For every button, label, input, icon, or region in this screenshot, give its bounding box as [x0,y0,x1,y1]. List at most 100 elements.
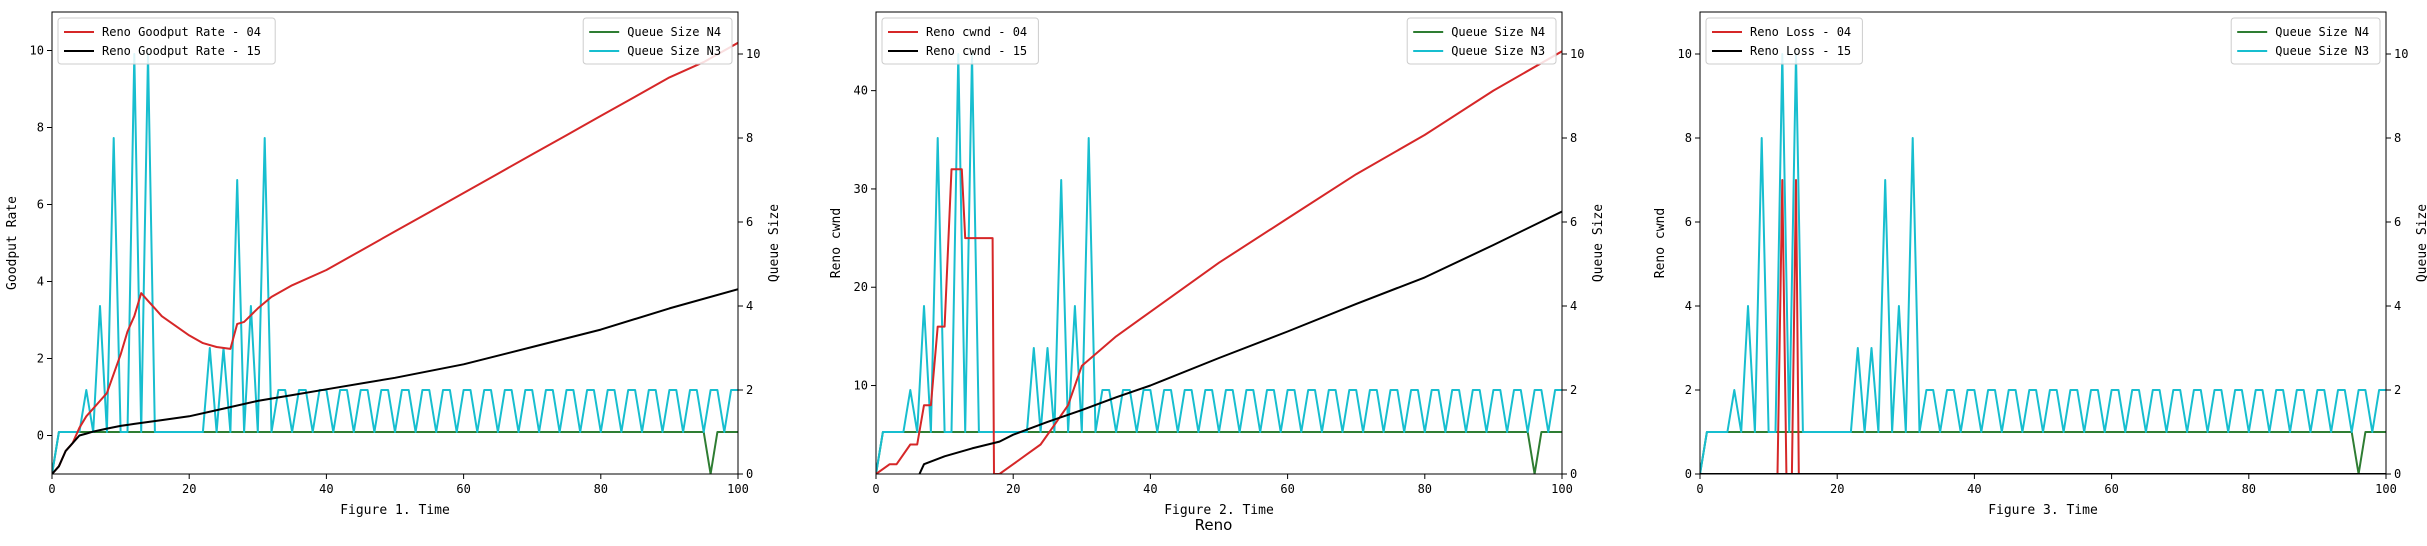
x-axis-label: Figure 2. Time [1164,503,1274,518]
x-tick-label: 80 [2242,482,2256,496]
axes-frame [51,11,739,475]
x-tick-label: 20 [1006,482,1020,496]
x-tick-label: 100 [2375,482,2397,496]
y2-tick-label: 6 [1570,215,1577,229]
series-line-queue-size-n3 [876,53,1562,474]
legend-entry: Queue Size N3 [627,44,721,58]
legend-entry: Queue Size N4 [627,25,721,39]
x-tick-label: 40 [1967,482,1981,496]
series-line-reno-goodput-rate-04 [52,41,738,474]
legend-entry: Reno Loss - 04 [1750,25,1851,39]
legend-left: Reno Goodput Rate - 04 Reno Goodput Rate … [57,17,276,65]
x-tick-label: 80 [594,482,608,496]
y2-tick-label: 0 [2394,467,2401,481]
y-tick-label: 8 [37,121,44,135]
legend-box [1705,17,1863,65]
y2-tick-label: 2 [746,383,753,397]
legend-entry: Reno Goodput Rate - 15 [102,44,261,58]
legend-right: Queue Size N4 Queue Size N3 [1406,17,1557,65]
legend-box [582,17,733,65]
y-tick-label: 8 [1685,131,1692,145]
y-tick-label: 2 [1685,383,1692,397]
legend-entry: Queue Size N3 [2275,44,2369,58]
x-axis-label: Figure 1. Time [340,503,450,518]
y2-tick-label: 4 [746,299,753,313]
legend-entry: Queue Size N4 [2275,25,2369,39]
legend-box [881,17,1039,65]
x-tick-label: 100 [1551,482,1573,496]
y2-tick-label: 8 [746,131,753,145]
y-axis-label: Goodput Rate [5,196,20,290]
x-tick-label: 40 [1143,482,1157,496]
y-tick-label: 4 [1685,299,1692,313]
x-tick-label: 20 [1830,482,1844,496]
x-tick-label: 0 [1696,482,1703,496]
y-tick-label: 10 [30,44,44,58]
legend-entry: Queue Size N4 [1451,25,1545,39]
legend-right: Queue Size N4 Queue Size N3 [2230,17,2381,65]
legend-entry: Reno Loss - 15 [1750,44,1851,58]
series-line-queue-size-n4 [52,431,738,474]
x-tick-label: 80 [1418,482,1432,496]
x-axis-label: Figure 3. Time [1988,503,2098,518]
y2-tick-label: 2 [2394,383,2401,397]
legend-box [57,17,276,65]
y-tick-label: 2 [37,352,44,366]
x-tick-label: 40 [319,482,333,496]
y2-tick-label: 2 [1570,383,1577,397]
x-tick-label: 60 [1280,482,1294,496]
legend-entry: Reno Goodput Rate - 04 [102,25,261,39]
y-tick-label: 30 [854,182,868,196]
series-line-queue-size-n4 [876,431,1562,474]
y-tick-label: 0 [37,429,44,443]
y-tick-label: 6 [1685,215,1692,229]
y2-tick-label: 10 [2394,47,2408,61]
legend-box [1406,17,1557,65]
y2-tick-label: 4 [2394,299,2401,313]
y2-tick-label: 0 [1570,467,1577,481]
y2-axis-label: Queue Size [1591,204,1606,282]
series-line-reno-cwnd-15 [918,210,1562,474]
legend-entry: Reno cwnd - 15 [926,44,1027,58]
y2-tick-label: 8 [2394,131,2401,145]
series-line-queue-size-n3 [52,53,738,474]
x-tick-label: 0 [872,482,879,496]
y2-tick-label: 10 [746,47,760,61]
legend-entry: Reno cwnd - 04 [926,25,1027,39]
x-tick-label: 60 [456,482,470,496]
y-axis-label: Reno cwnd [829,208,844,278]
y2-tick-label: 4 [1570,299,1577,313]
y-tick-label: 6 [37,198,44,212]
series-line-queue-size-n3 [1700,53,2386,474]
y2-axis-label: Queue Size [767,204,782,282]
x-tick-label: 20 [182,482,196,496]
legend-right: Queue Size N4 Queue Size N3 [582,17,733,65]
y-tick-label: 20 [854,280,868,294]
series-line-reno-goodput-rate-15 [52,288,738,474]
y-axis-label: Reno cwnd [1653,208,1668,278]
axes-frame [1699,11,2387,475]
y-tick-label: 0 [1685,467,1692,481]
y2-tick-label: 8 [1570,131,1577,145]
x-tick-label: 60 [2104,482,2118,496]
x-tick-label: 100 [727,482,749,496]
legend-entry: Queue Size N3 [1451,44,1545,58]
legend-left: Reno cwnd - 04 Reno cwnd - 15 [881,17,1039,65]
chart-panel-2: 0 20 40 60 80 100 10 20 30 40 0 2 4 6 8 10 Figure 2. Tim… [829,11,1606,518]
x-tick-label: 0 [48,482,55,496]
y-tick-label: 10 [1678,47,1692,61]
series-line-queue-size-n4 [1700,431,2386,474]
series-line-reno-cwnd-04 [876,50,1562,474]
axes-frame [875,11,1563,475]
legend-left: Reno Loss - 04 Reno Loss - 15 [1705,17,1863,65]
y2-axis-label: Queue Size [2415,204,2427,282]
y2-tick-label: 6 [2394,215,2401,229]
y-tick-label: 10 [854,379,868,393]
y-tick-label: 40 [854,84,868,98]
figure-suptitle: Reno [1194,516,1233,534]
y2-tick-label: 6 [746,215,753,229]
